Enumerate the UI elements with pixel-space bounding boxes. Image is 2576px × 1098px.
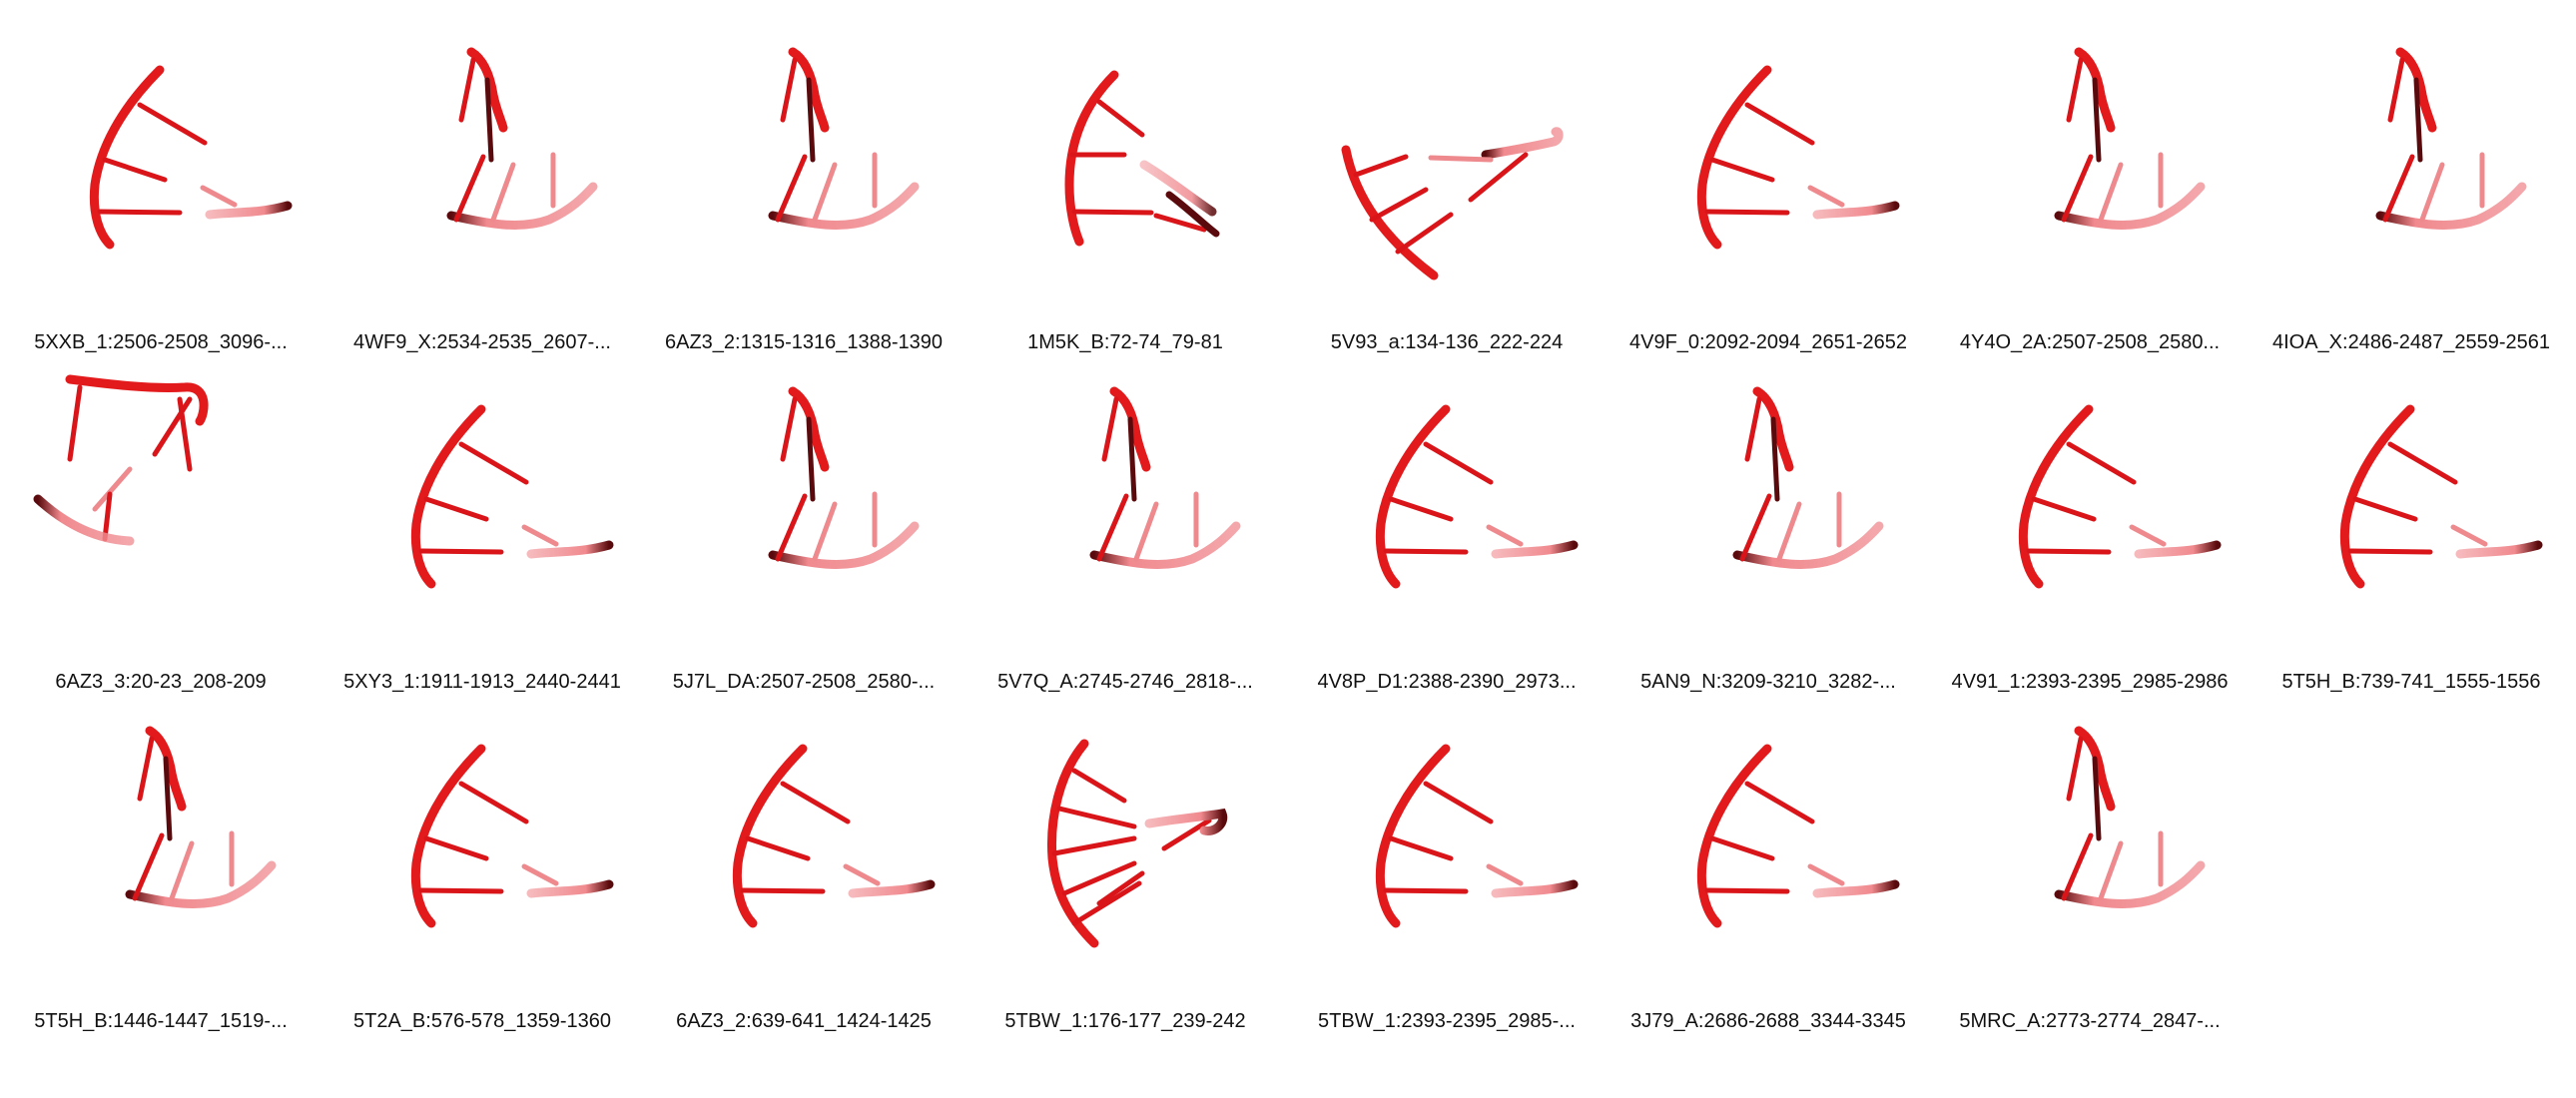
structure-tile[interactable]: 5XY3_1:1911-1913_2440-2441: [322, 359, 643, 699]
structure-thumbnail: [1696, 65, 1900, 250]
structure-thumbnail: [768, 386, 920, 569]
structure-caption: 4Y4O_2A:2507-2508_2580...: [1959, 331, 2221, 353]
structure-thumbnail: [1375, 404, 1579, 589]
structure-thumbnail: [2054, 47, 2206, 230]
structure-tile[interactable]: 5V93_a:134-136_222-224: [1286, 20, 1608, 359]
structure-caption: 4WF9_X:2534-2535_2607-...: [353, 331, 611, 353]
structure-thumbnail: [33, 374, 209, 546]
structure-caption: 4IOA_X:2486-2487_2559-2561: [2271, 331, 2550, 353]
structure-thumbnail: [446, 47, 598, 230]
structure-caption: 5V7Q_A:2745-2746_2818-...: [997, 671, 1253, 693]
structure-tile[interactable]: 6AZ3_2:639-641_1424-1425: [643, 699, 965, 1038]
structure-tile[interactable]: 4IOA_X:2486-2487_2559-2561: [2251, 20, 2572, 359]
structure-thumbnail: [1732, 386, 1884, 569]
structure-tile[interactable]: 4Y4O_2A:2507-2508_2580...: [1929, 20, 2251, 359]
structure-caption: 4V9F_0:2092-2094_2651-2652: [1628, 331, 1908, 353]
structure-tile[interactable]: 1M5K_B:72-74_79-81: [965, 20, 1286, 359]
structure-caption: 5V93_a:134-136_222-224: [1330, 331, 1564, 353]
structure-tile[interactable]: 6AZ3_3:20-23_208-209: [0, 359, 322, 699]
structure-caption: 4V91_1:2393-2395_2985-2986: [1951, 671, 2229, 693]
structure-caption: 5TBW_1:2393-2395_2985-...: [1318, 1010, 1576, 1032]
structure-tile[interactable]: 5V7Q_A:2745-2746_2818-...: [965, 359, 1286, 699]
structure-thumbnail: [2339, 404, 2543, 589]
structure-thumbnail: [2018, 404, 2222, 589]
structure-caption: 5XY3_1:1911-1913_2440-2441: [343, 671, 621, 693]
structure-tile[interactable]: 5J7L_DA:2507-2508_2580-...: [643, 359, 965, 699]
structure-tile[interactable]: 5T5H_B:739-741_1555-1556: [2251, 359, 2572, 699]
structure-thumbnail: [732, 744, 936, 928]
structure-tile[interactable]: 5MRC_A:2773-2774_2847-...: [1929, 699, 2251, 1038]
structure-caption: 3J79_A:2686-2688_3344-3345: [1630, 1010, 1906, 1032]
structure-tile[interactable]: 5TBW_1:176-177_239-242: [965, 699, 1286, 1038]
structure-caption: 5T5H_B:739-741_1555-1556: [2281, 671, 2541, 693]
structure-caption: 5AN9_N:3209-3210_3282-...: [1640, 671, 1896, 693]
structure-tile[interactable]: 4V8P_D1:2388-2390_2973...: [1286, 359, 1608, 699]
structure-caption: 4V8P_D1:2388-2390_2973...: [1317, 671, 1577, 693]
structure-thumbnail: [768, 47, 920, 230]
structure-tile[interactable]: 5XXB_1:2506-2508_3096-...: [0, 20, 322, 359]
structure-caption: 6AZ3_3:20-23_208-209: [55, 671, 267, 693]
structure-caption: 5XXB_1:2506-2508_3096-...: [34, 331, 288, 353]
structure-thumbnail: [1047, 739, 1228, 948]
structure-thumbnail: [125, 726, 277, 908]
structure-thumbnail: [1375, 744, 1579, 928]
structure-thumbnail: [410, 744, 614, 928]
structure-caption: 5TBW_1:176-177_239-242: [1004, 1010, 1246, 1032]
structure-caption: 5MRC_A:2773-2774_2847-...: [1959, 1010, 2221, 1032]
structure-thumbnail: [410, 404, 614, 589]
structure-caption: 6AZ3_2:639-641_1424-1425: [676, 1010, 932, 1032]
structure-tile[interactable]: 6AZ3_2:1315-1316_1388-1390: [643, 20, 965, 359]
structure-tile[interactable]: 5AN9_N:3209-3210_3282-...: [1608, 359, 1929, 699]
structure-caption: 5J7L_DA:2507-2508_2580-...: [672, 671, 936, 693]
structure-tile[interactable]: 5TBW_1:2393-2395_2985-...: [1286, 699, 1608, 1038]
structure-caption: 6AZ3_2:1315-1316_1388-1390: [664, 331, 944, 353]
structure-thumbnail: [1341, 127, 1564, 280]
structure-thumbnail: [1089, 386, 1241, 569]
structure-caption: 5T5H_B:1446-1447_1519-...: [34, 1010, 288, 1032]
structure-thumbnail: [89, 65, 293, 250]
structure-caption: 5T2A_B:576-578_1359-1360: [353, 1010, 611, 1032]
structure-thumbnail: [2054, 726, 2206, 908]
structure-tile[interactable]: 5T2A_B:576-578_1359-1360: [322, 699, 643, 1038]
structure-tile[interactable]: 5T5H_B:1446-1447_1519-...: [0, 699, 322, 1038]
structure-tile[interactable]: 3J79_A:2686-2688_3344-3345: [1608, 699, 1929, 1038]
structure-tile[interactable]: 4WF9_X:2534-2535_2607-...: [322, 20, 643, 359]
structure-tile[interactable]: 4V9F_0:2092-2094_2651-2652: [1608, 20, 1929, 359]
structure-thumbnail: [1696, 744, 1900, 928]
structure-caption: 1M5K_B:72-74_79-81: [1027, 331, 1223, 353]
structure-tile[interactable]: 4V91_1:2393-2395_2985-2986: [1929, 359, 2251, 699]
structure-thumbnail: [2375, 47, 2527, 230]
structure-thumbnail: [1064, 70, 1220, 247]
